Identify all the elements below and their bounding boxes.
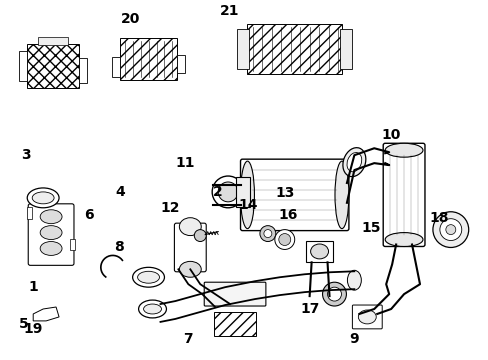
Text: 13: 13 bbox=[275, 186, 294, 200]
Circle shape bbox=[194, 230, 206, 242]
Ellipse shape bbox=[137, 271, 159, 283]
Text: 10: 10 bbox=[381, 129, 400, 142]
Text: 2: 2 bbox=[213, 185, 223, 199]
FancyBboxPatch shape bbox=[28, 204, 74, 265]
FancyBboxPatch shape bbox=[214, 312, 255, 336]
Circle shape bbox=[278, 234, 290, 246]
Circle shape bbox=[322, 282, 346, 306]
Circle shape bbox=[439, 219, 461, 240]
Ellipse shape bbox=[143, 304, 161, 314]
Bar bbox=[177, 55, 185, 73]
Ellipse shape bbox=[32, 192, 54, 204]
Ellipse shape bbox=[346, 270, 361, 290]
Circle shape bbox=[327, 287, 341, 301]
Circle shape bbox=[260, 226, 275, 242]
Circle shape bbox=[212, 176, 244, 208]
Ellipse shape bbox=[40, 242, 62, 255]
FancyBboxPatch shape bbox=[383, 143, 424, 247]
Text: 17: 17 bbox=[299, 302, 319, 316]
Circle shape bbox=[445, 225, 455, 235]
Ellipse shape bbox=[358, 310, 375, 324]
Circle shape bbox=[264, 230, 271, 238]
Text: 14: 14 bbox=[238, 198, 257, 212]
FancyBboxPatch shape bbox=[240, 159, 348, 231]
Text: 3: 3 bbox=[21, 148, 31, 162]
Ellipse shape bbox=[179, 261, 201, 277]
Ellipse shape bbox=[40, 226, 62, 239]
Ellipse shape bbox=[40, 210, 62, 224]
Text: 19: 19 bbox=[23, 322, 43, 336]
Bar bbox=[79, 58, 87, 83]
Text: 12: 12 bbox=[161, 201, 180, 215]
Ellipse shape bbox=[310, 244, 328, 259]
Ellipse shape bbox=[240, 161, 254, 229]
FancyBboxPatch shape bbox=[352, 305, 382, 329]
Bar bbox=[340, 29, 352, 69]
Bar bbox=[112, 57, 120, 77]
Circle shape bbox=[274, 230, 294, 249]
Text: 18: 18 bbox=[428, 211, 447, 225]
Ellipse shape bbox=[342, 148, 365, 177]
Text: 8: 8 bbox=[114, 240, 123, 255]
FancyBboxPatch shape bbox=[174, 223, 206, 272]
Text: 6: 6 bbox=[84, 208, 94, 222]
Bar bbox=[305, 240, 333, 262]
Text: 5: 5 bbox=[19, 317, 28, 331]
Text: 15: 15 bbox=[361, 221, 380, 235]
Circle shape bbox=[432, 212, 468, 247]
FancyBboxPatch shape bbox=[27, 44, 79, 88]
Bar bbox=[19, 51, 27, 81]
FancyBboxPatch shape bbox=[120, 38, 177, 80]
Ellipse shape bbox=[27, 188, 59, 208]
Ellipse shape bbox=[385, 233, 422, 247]
Circle shape bbox=[218, 182, 238, 202]
Ellipse shape bbox=[385, 143, 422, 157]
Bar bbox=[237, 29, 248, 69]
Ellipse shape bbox=[179, 218, 201, 235]
FancyBboxPatch shape bbox=[204, 282, 265, 306]
Text: 11: 11 bbox=[175, 156, 195, 170]
Text: 16: 16 bbox=[278, 208, 297, 222]
Ellipse shape bbox=[138, 300, 166, 318]
Bar bbox=[236, 177, 249, 207]
Text: 1: 1 bbox=[28, 280, 38, 294]
FancyBboxPatch shape bbox=[247, 24, 341, 74]
Bar bbox=[27, 207, 32, 219]
Text: 7: 7 bbox=[183, 332, 193, 346]
Ellipse shape bbox=[132, 267, 164, 287]
Bar bbox=[38, 37, 68, 45]
Polygon shape bbox=[33, 307, 59, 321]
Text: 4: 4 bbox=[116, 185, 125, 199]
Text: 20: 20 bbox=[121, 12, 140, 26]
Bar bbox=[70, 239, 75, 251]
Ellipse shape bbox=[334, 161, 348, 229]
Text: 9: 9 bbox=[349, 332, 359, 346]
Ellipse shape bbox=[346, 153, 361, 172]
Text: 21: 21 bbox=[220, 4, 239, 18]
